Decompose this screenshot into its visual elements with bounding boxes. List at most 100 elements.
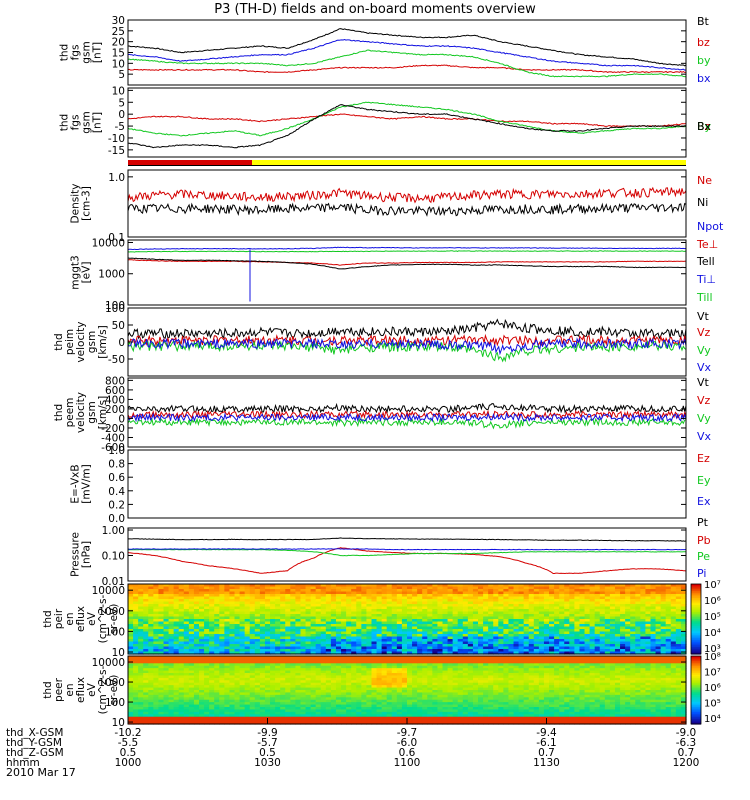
legend-label: Vy <box>697 344 711 357</box>
heatmap-cell <box>589 639 596 643</box>
heatmap-cell <box>285 594 291 598</box>
heatmap-cell <box>320 680 327 684</box>
heatmap-cell <box>680 639 687 643</box>
heatmap-cell <box>224 626 231 630</box>
heatmap-cell <box>270 697 276 701</box>
heatmap-cell <box>366 619 373 623</box>
heatmap-cell <box>199 663 205 667</box>
heatmap-cell <box>244 677 251 681</box>
heatmap-cell <box>442 594 449 598</box>
heatmap-cell <box>589 634 596 638</box>
heatmap-cell <box>670 594 677 598</box>
heatmap-cell <box>178 721 185 725</box>
heatmap-cell <box>376 711 383 715</box>
heatmap-cell <box>609 611 616 615</box>
heatmap-cell <box>635 611 641 615</box>
heatmap-cell <box>239 631 246 635</box>
heatmap-cell <box>254 704 261 708</box>
heatmap-cell <box>234 606 241 610</box>
heatmap-cell <box>285 680 291 684</box>
heatmap-cell <box>143 649 149 653</box>
heatmap-cell <box>432 584 439 588</box>
heatmap-cell <box>594 619 601 623</box>
heatmap-cell <box>620 594 626 598</box>
heatmap-cell <box>275 697 281 701</box>
heatmap-cell <box>351 716 357 720</box>
heatmap-cell <box>219 694 225 698</box>
heatmap-cell <box>143 591 149 595</box>
heatmap-cell <box>356 707 362 711</box>
heatmap-cell <box>351 665 357 669</box>
heatmap-cell <box>371 699 378 703</box>
heatmap-cell <box>427 631 433 635</box>
heatmap-cell <box>543 651 550 655</box>
heatmap-cell <box>680 629 687 633</box>
heatmap-cell <box>244 675 251 679</box>
heatmap-cell <box>239 707 246 711</box>
heatmap-cell <box>407 694 413 698</box>
heatmap-cell <box>204 663 210 667</box>
heatmap-cell <box>655 591 662 595</box>
heatmap-cell <box>371 606 378 610</box>
heatmap-cell <box>168 634 175 638</box>
heatmap-cell <box>645 649 652 653</box>
heatmap-cell <box>452 586 459 590</box>
heatmap-cell <box>447 644 454 648</box>
heatmap-cell <box>412 619 418 623</box>
heatmap-cell <box>133 626 139 630</box>
y-tick-label: 10 <box>112 85 125 97</box>
heatmap-cell <box>239 692 246 696</box>
heatmap-cell <box>381 609 388 613</box>
colorbar-step <box>691 622 701 625</box>
heatmap-cell <box>163 644 170 648</box>
heatmap-cell <box>163 668 170 672</box>
heatmap-cell <box>386 641 393 645</box>
heatmap-cell <box>158 673 165 677</box>
heatmap-cell <box>584 601 591 605</box>
heatmap-cell <box>275 719 281 723</box>
heatmap-cell <box>549 609 555 613</box>
heatmap-cell <box>224 692 231 696</box>
heatmap-cell <box>310 668 317 672</box>
heatmap-cell <box>204 596 210 600</box>
heatmap-cell <box>244 682 251 686</box>
heatmap-cell <box>204 656 210 660</box>
heatmap-cell <box>417 660 423 664</box>
heatmap-cell <box>386 614 393 618</box>
heatmap-cell <box>346 594 352 598</box>
heatmap-cell <box>614 649 621 653</box>
heatmap-cell <box>325 614 332 618</box>
heatmap-cell <box>564 589 570 593</box>
heatmap-cell <box>366 601 373 605</box>
heatmap-cell <box>143 711 149 715</box>
heatmap-cell <box>366 699 373 703</box>
y-tick-label: 1.0 <box>108 445 125 457</box>
heatmap-cell <box>199 668 205 672</box>
heatmap-cell <box>183 626 190 630</box>
heatmap-cell <box>148 685 154 689</box>
heatmap-cell <box>559 606 565 610</box>
heatmap-cell <box>209 694 215 698</box>
heatmap-cell <box>239 614 246 618</box>
heatmap-cell <box>366 682 373 686</box>
heatmap-cell <box>128 682 134 686</box>
y-tick-label: -10 <box>108 133 125 145</box>
heatmap-cell <box>330 711 337 715</box>
heatmap-cell <box>447 606 454 610</box>
heatmap-cell <box>518 601 525 605</box>
heatmap-cell <box>138 651 144 655</box>
heatmap-cell <box>589 584 596 588</box>
heatmap-cell <box>361 663 368 667</box>
heatmap-cell <box>183 629 190 633</box>
heatmap-cell <box>462 586 469 590</box>
heatmap-cell <box>229 707 236 711</box>
y-tick-label: 100 <box>105 300 125 312</box>
heatmap-cell <box>665 584 672 588</box>
heatmap-cell <box>168 704 175 708</box>
heatmap-cell <box>158 709 165 713</box>
heatmap-cell <box>128 692 134 696</box>
heatmap-cell <box>275 677 281 681</box>
heatmap-cell <box>376 716 383 720</box>
heatmap-cell <box>188 707 195 711</box>
heatmap-cell <box>538 629 545 633</box>
